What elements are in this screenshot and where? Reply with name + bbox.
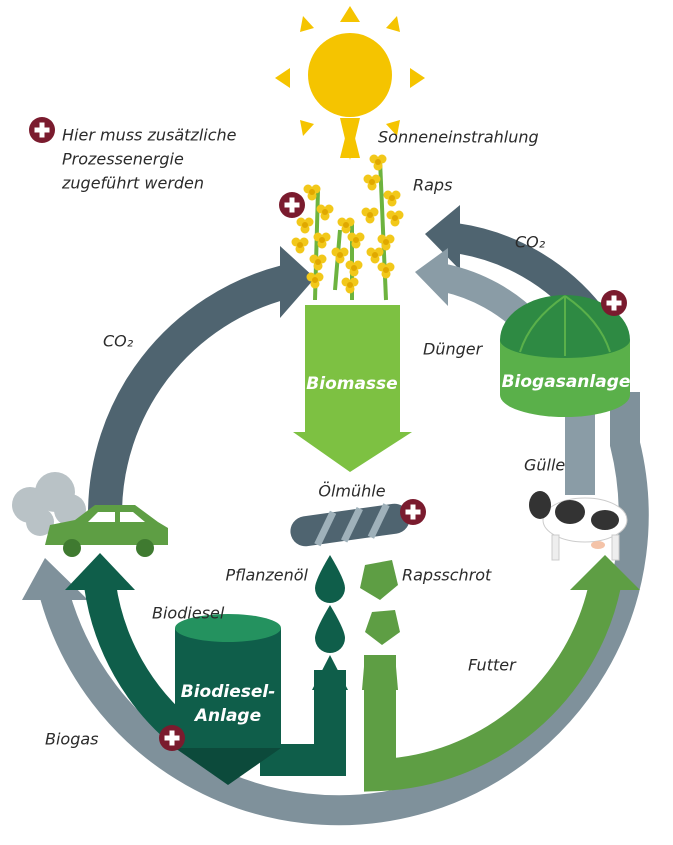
label: Futter <box>468 656 517 675</box>
futter-start <box>362 655 398 690</box>
label: Dünger <box>423 340 484 359</box>
raps <box>292 155 404 301</box>
legend-line: Hier muss zusätzliche <box>62 126 237 145</box>
plus-icon <box>601 290 627 316</box>
cow <box>529 491 627 560</box>
diagram: Hier muss zusätzliche Prozessenergie zug… <box>0 0 673 845</box>
label: Biodiesel <box>152 604 225 623</box>
label: Biomasse <box>306 374 397 394</box>
co2-left-arrow <box>105 246 315 515</box>
label: Gülle <box>524 456 565 475</box>
label: Raps <box>413 176 452 195</box>
label: CO₂ <box>103 332 134 351</box>
rapsschrot-pieces <box>360 560 400 645</box>
oelmuehle <box>288 502 411 548</box>
label: Biogas <box>45 730 99 749</box>
label: Ölmühle <box>318 482 385 501</box>
label: Biogasanlage <box>502 372 631 392</box>
oil-drops <box>315 555 345 653</box>
label: CO₂ <box>515 233 546 252</box>
plus-icon <box>400 499 426 525</box>
label: Sonneneinstrahlung <box>378 128 539 147</box>
legend-line: zugeführt werden <box>61 174 204 193</box>
plus-icon <box>29 117 55 143</box>
label: Anlage <box>193 706 261 726</box>
label: Rapsschrot <box>402 566 492 585</box>
legend-line: Prozessenergie <box>62 150 184 169</box>
label: Biodiesel- <box>181 682 276 702</box>
plus-icon <box>279 192 305 218</box>
label: Pflanzenöl <box>225 566 308 585</box>
plus-icon <box>159 725 185 751</box>
